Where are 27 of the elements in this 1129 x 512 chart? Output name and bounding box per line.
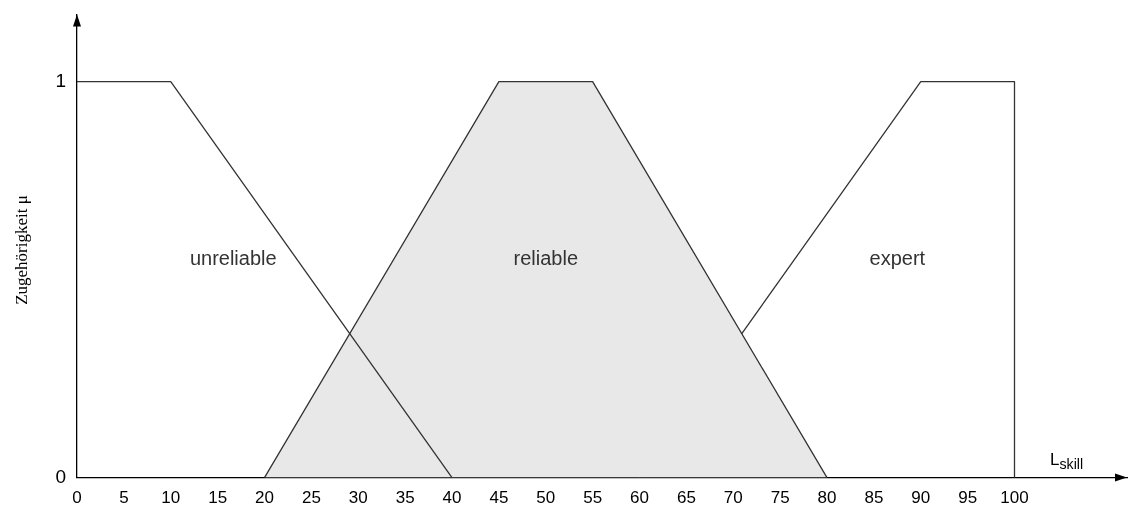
x-tick-label: 35 [395,488,415,508]
text: expert [869,247,926,270]
x-tick-label: 70 [723,488,743,508]
x-tick-label: 90 [911,488,931,508]
x-tick-label: 15 [208,488,228,508]
x-tick-label: 40 [442,488,462,508]
x-tick-label: 50 [536,488,556,508]
x-axis-title: L$_{skill}$ [1050,450,1084,473]
x-tick-label: 95 [958,488,978,508]
x-tick-label: 80 [817,488,837,508]
x-tick-label: 25 [301,488,321,508]
x-tick-label: 10 [161,488,181,508]
x-tick-label: 0 [72,488,82,508]
series-label: reliable [513,247,578,270]
x-tick-label: 75 [770,488,790,508]
y-tick-label: 1 [55,69,66,91]
x-tick-label: 20 [255,488,274,508]
x-tick-label: 45 [489,488,509,508]
x-tick-label: 85 [864,488,884,508]
x-tick-label: 55 [583,488,603,508]
x-tick-label: 100 [1000,488,1029,508]
x-tick-label: 60 [630,488,649,508]
x-tick-label: 5 [119,488,129,508]
series-label: unreliable [189,247,277,270]
y-axis-title: Zugehörigkeit μ [12,195,32,305]
x-tick-label: 65 [676,488,696,508]
x-tick-label: 30 [348,488,368,508]
